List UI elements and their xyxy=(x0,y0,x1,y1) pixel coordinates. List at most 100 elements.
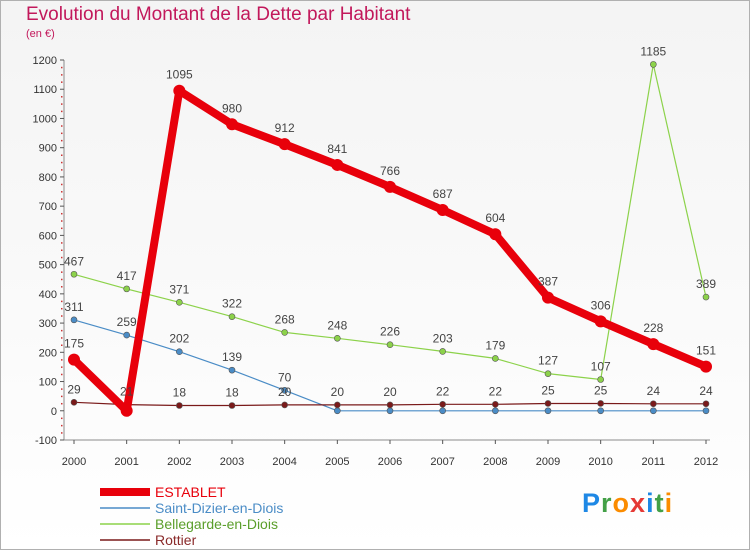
logo-letter: x xyxy=(630,488,647,518)
data-point xyxy=(331,158,344,171)
chart-title: Evolution du Montant de la Dette par Hab… xyxy=(26,4,411,25)
data-point xyxy=(173,84,186,97)
y-minor-tick xyxy=(61,212,63,215)
y-minor-tick xyxy=(61,96,63,98)
series-line xyxy=(70,86,710,415)
y-tick-label: 1100 xyxy=(33,84,57,96)
y-minor-tick xyxy=(61,154,63,156)
y-tick-label: 1000 xyxy=(33,113,57,125)
data-label: 1095 xyxy=(166,68,193,82)
x-tick-label: 2006 xyxy=(378,456,402,468)
data-point xyxy=(489,228,502,241)
x-tick-label: 2002 xyxy=(167,456,191,468)
y-minor-tick xyxy=(61,74,63,76)
y-minor-tick xyxy=(61,402,63,405)
data-point xyxy=(492,401,499,408)
data-label: 306 xyxy=(591,298,611,312)
data-point xyxy=(702,293,710,301)
data-label: 179 xyxy=(485,338,505,352)
y-minor-tick xyxy=(61,183,63,186)
data-label: 202 xyxy=(169,332,189,346)
y-minor-tick xyxy=(61,81,63,83)
data-label: 371 xyxy=(169,282,189,296)
logo-letter: o xyxy=(612,488,631,518)
data-label: 29 xyxy=(67,382,81,396)
data-label: 311 xyxy=(64,300,83,314)
data-label: 980 xyxy=(222,101,242,115)
data-point xyxy=(334,401,341,409)
data-label: 20 xyxy=(278,385,292,399)
data-point xyxy=(334,334,341,342)
data-label: 139 xyxy=(222,350,242,364)
data-point xyxy=(176,402,183,409)
data-label: 107 xyxy=(591,359,611,373)
x-tick-label: 2000 xyxy=(62,456,86,468)
y-minor-tick xyxy=(61,256,63,259)
y-minor-tick xyxy=(61,366,63,368)
data-label: 70 xyxy=(278,370,292,384)
y-minor-tick xyxy=(61,417,63,420)
y-minor-tick xyxy=(61,329,63,332)
x-tick-label: 2010 xyxy=(588,456,612,468)
data-label: 22 xyxy=(489,384,503,398)
logo-letter: t xyxy=(654,488,665,518)
data-point xyxy=(597,407,604,415)
data-point xyxy=(123,331,130,339)
x-tick-label: 2007 xyxy=(430,456,454,468)
y-tick-label: -100 xyxy=(35,435,57,447)
y-tick-label: 1200 xyxy=(33,55,57,67)
y-tick-label: 900 xyxy=(39,143,57,155)
data-point xyxy=(334,407,341,415)
y-minor-tick xyxy=(61,139,63,142)
y-minor-tick xyxy=(61,227,63,230)
data-label: 20 xyxy=(331,385,345,399)
y-minor-tick xyxy=(61,388,63,390)
data-point xyxy=(176,348,183,356)
legend-label: ESTABLET xyxy=(155,484,226,500)
y-minor-tick xyxy=(61,271,63,273)
data-point xyxy=(228,313,236,320)
data-point xyxy=(281,329,288,336)
data-point xyxy=(278,138,291,151)
x-tick-label: 2004 xyxy=(272,456,296,468)
data-point xyxy=(542,291,554,304)
data-label: 322 xyxy=(222,297,242,311)
data-point xyxy=(386,407,394,415)
data-label: 912 xyxy=(275,121,295,135)
x-tick-label: 2011 xyxy=(642,456,666,468)
y-minor-tick xyxy=(61,286,63,288)
data-label: 25 xyxy=(541,383,555,397)
x-tick-label: 2005 xyxy=(325,456,349,468)
data-point xyxy=(439,407,446,415)
y-minor-tick xyxy=(61,169,63,171)
data-label: 226 xyxy=(380,325,400,339)
data-label: 22 xyxy=(436,384,450,398)
data-point xyxy=(597,400,604,407)
data-label: 175 xyxy=(64,337,84,351)
data-label: 604 xyxy=(485,211,505,225)
data-label: 18 xyxy=(225,386,239,400)
data-point xyxy=(70,398,78,406)
y-minor-tick xyxy=(61,125,63,127)
y-minor-tick xyxy=(61,344,63,346)
data-label: 203 xyxy=(433,331,453,345)
y-tick-label: 600 xyxy=(39,230,57,242)
data-point xyxy=(176,299,183,306)
data-label: 21 xyxy=(120,385,134,399)
data-point xyxy=(700,360,712,373)
y-tick-label: 0 xyxy=(51,406,57,418)
data-label: 268 xyxy=(275,312,295,326)
y-minor-tick xyxy=(61,198,63,200)
data-point xyxy=(650,407,657,415)
y-minor-tick xyxy=(61,300,63,303)
x-tick-label: 2012 xyxy=(694,456,718,468)
data-label: 127 xyxy=(538,354,558,368)
legend-label: Bellegarde-en-Diois xyxy=(155,516,278,532)
data-label: 766 xyxy=(380,164,400,178)
data-point xyxy=(439,401,446,408)
y-minor-tick xyxy=(61,315,63,317)
y-minor-tick xyxy=(61,242,63,244)
x-tick-label: 2001 xyxy=(114,456,138,468)
